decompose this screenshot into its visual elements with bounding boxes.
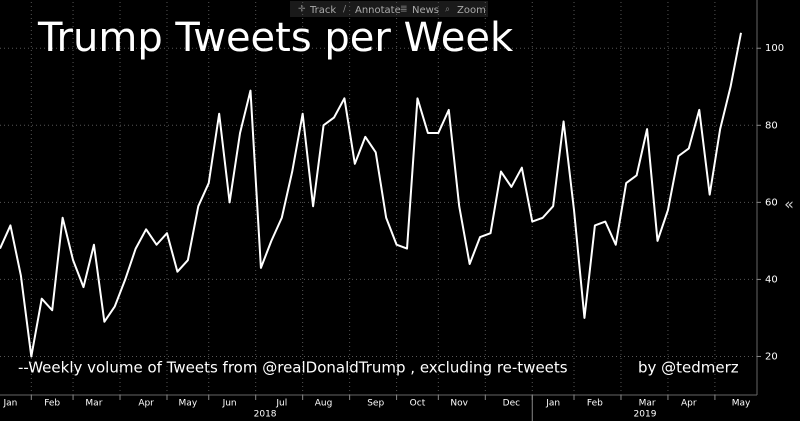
toolbar-button[interactable]: Zoom <box>457 5 486 16</box>
data-line <box>0 32 742 358</box>
x-year-label: 2018 <box>254 410 277 420</box>
toolbar-button[interactable]: Annotate <box>355 5 401 16</box>
x-tick-label: Mar <box>85 399 102 409</box>
collapse-button[interactable]: « <box>784 195 794 214</box>
chart-title: Trump Tweets per Week <box>37 15 514 61</box>
y-tick-label: 40 <box>765 274 778 285</box>
y-tick-label: 20 <box>765 351 778 362</box>
icon: ✛ <box>298 5 306 15</box>
x-tick-label: Nov <box>450 399 468 409</box>
x-tick-label: Feb <box>44 399 60 409</box>
y-tick-label: 80 <box>765 120 778 131</box>
x-tick-label: Sep <box>367 399 384 409</box>
chart-subtitle: --Weekly volume of Tweets from @realDona… <box>18 359 568 377</box>
x-tick-label: Feb <box>587 399 603 409</box>
x-tick-label: Aug <box>315 399 333 409</box>
y-tick-label: 60 <box>765 197 778 208</box>
y-tick-label: 100 <box>765 43 784 54</box>
x-tick-label: Mar <box>639 399 656 409</box>
x-tick-label: May <box>732 399 751 409</box>
x-tick-label: Apr <box>138 399 154 409</box>
x-tick-label: Jun <box>222 399 237 409</box>
toolbar <box>290 1 488 17</box>
x-year-label: 2019 <box>634 410 657 420</box>
x-tick-label: Jan <box>545 399 560 409</box>
x-tick-label: Jul <box>275 399 287 409</box>
x-tick-label: Oct <box>410 399 426 409</box>
icon: ⌕ <box>445 5 450 15</box>
x-tick-label: May <box>179 399 198 409</box>
icon: ≣ <box>400 5 408 15</box>
x-tick-label: Apr <box>681 399 697 409</box>
toolbar-button[interactable]: Track <box>309 5 336 16</box>
toolbar-button[interactable]: News <box>412 5 439 16</box>
credit: by @tedmerz <box>638 359 739 377</box>
x-tick-label: Jan <box>2 399 17 409</box>
icon: ∕ <box>343 5 347 15</box>
x-tick-label: Dec <box>503 399 520 409</box>
